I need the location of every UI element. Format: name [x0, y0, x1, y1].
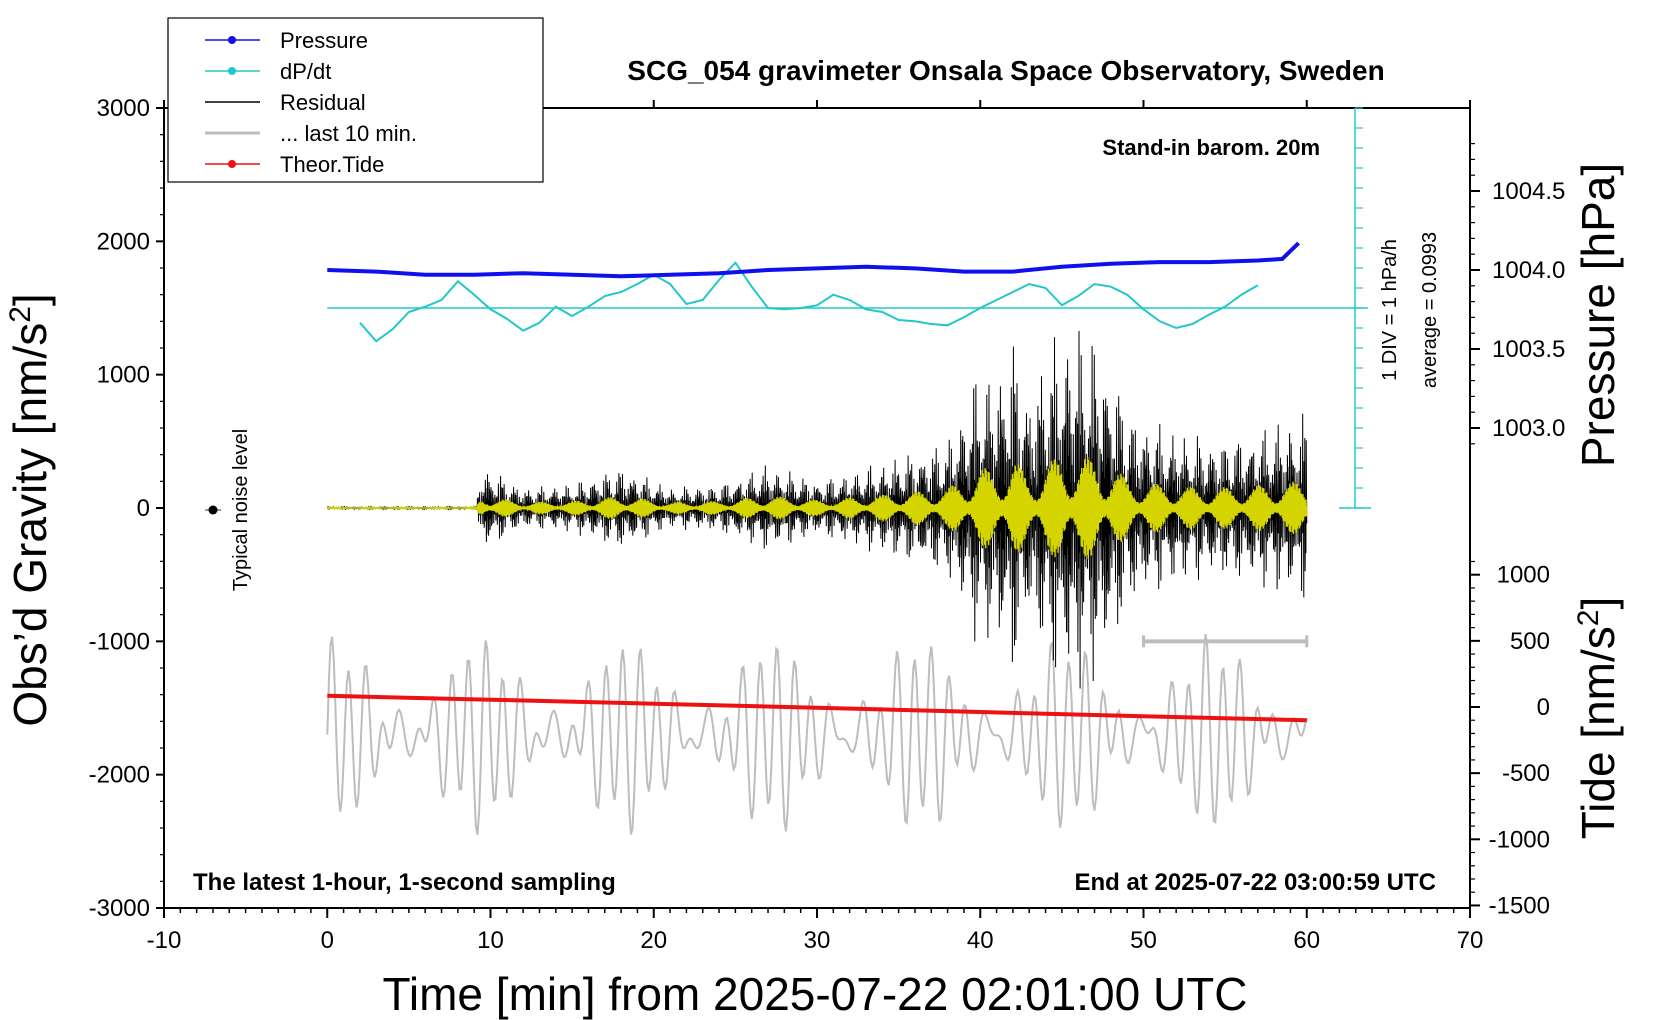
tide-tick-label: 500: [1510, 628, 1550, 655]
y-axis-label-left-main: Obs’d Gravity [nm/s: [4, 323, 56, 727]
legend-item: Pressure: [205, 28, 368, 53]
dpdt-trace: [359, 261, 1259, 343]
note-bottom-left: The latest 1-hour, 1-second sampling: [193, 869, 616, 896]
pressure-tick-label: 1004.5: [1492, 178, 1565, 205]
pressure-tick-label: 1003.5: [1492, 336, 1565, 363]
legend-item: ... last 10 min.: [205, 121, 417, 146]
chart-title: SCG_054 gravimeter Onsala Space Observat…: [627, 55, 1384, 86]
y-axis-label-left: Obs’d Gravity [nm/s2]: [4, 293, 56, 726]
x-tick-label: 70: [1457, 927, 1484, 954]
tide-trace: [327, 693, 1307, 723]
pressure-tick-label: 1004.0: [1492, 257, 1565, 284]
legend-label: ... last 10 min.: [280, 121, 417, 146]
tide-tick-label: 1000: [1497, 562, 1550, 589]
x-tick-label: 40: [967, 927, 994, 954]
legend-box: [167, 17, 544, 183]
x-tick-label: 30: [804, 927, 831, 954]
legend-item: dP/dt: [205, 59, 331, 84]
tide-tick-label: -1000: [1489, 826, 1550, 853]
y-axis-left-ticks: 3000 2000 1000 0 -1000 -2000 -3000: [89, 95, 164, 922]
x-tick-label: 10: [477, 927, 504, 954]
y-tick-label: 1000: [97, 362, 150, 389]
tide-tick-label: -500: [1502, 760, 1550, 787]
legend-label: Residual: [280, 90, 366, 115]
x-tick-label: 60: [1293, 927, 1320, 954]
x-tick-label: 20: [640, 927, 667, 954]
y-axis-label-left-close: ]: [4, 293, 56, 306]
legend-swatch-dot: [228, 160, 236, 168]
residual-filtered-trace: [326, 456, 1308, 560]
series-layer: [326, 241, 1309, 835]
y-axis-label-pressure: Pressure [hPa]: [1572, 163, 1624, 467]
x-axis-ticks: -10 0 10 20 30 40 50 60 70: [147, 100, 1484, 954]
last-10-min-trace: [326, 633, 1308, 835]
tide-tick-label: -1500: [1489, 892, 1550, 919]
y-axis-label-tide-close: ]: [1572, 597, 1624, 610]
dpdt-scale-axis: [327, 107, 1371, 509]
x-axis-label: Time [min] from 2025-07-22 02:01:00 UTC: [383, 968, 1248, 1020]
y-tick-label: -3000: [89, 895, 150, 922]
y-axis-label-tide-sup: 2: [1572, 610, 1605, 627]
dpdt-average-label: average = 0.0993: [1419, 232, 1441, 388]
x-tick-label: -10: [147, 927, 182, 954]
y-tick-label: 2000: [97, 228, 150, 255]
y-tick-label: 0: [137, 495, 150, 522]
legend-item: Theor.Tide: [205, 152, 384, 177]
y-axis-pressure-ticks: 1004.5 1004.0 1003.5 1003.0: [1470, 143, 1565, 445]
pressure-trace: [327, 241, 1300, 279]
y-tick-label: 3000: [97, 95, 150, 122]
y-tick-label: -1000: [89, 628, 150, 655]
y-tick-label: -2000: [89, 762, 150, 789]
note-bottom-right: End at 2025-07-22 03:00:59 UTC: [1075, 869, 1437, 896]
x-tick-label: 50: [1130, 927, 1157, 954]
y-axis-label-left-sup: 2: [4, 306, 37, 323]
legend-swatch-dot: [228, 36, 236, 44]
residual-trace: [326, 330, 1308, 689]
legend-label: Theor.Tide: [280, 152, 384, 177]
x-tick-label: 0: [321, 927, 334, 954]
dpdt-scale-label: 1 DIV = 1 hPa/h: [1379, 239, 1401, 381]
legend-swatch-dot: [228, 67, 236, 75]
y-axis-label-tide-main: Tide [nm/s: [1572, 626, 1624, 839]
legend-label: dP/dt: [280, 59, 331, 84]
legend-item: Residual: [205, 90, 366, 115]
note-top-right: Stand-in barom. 20m: [1102, 135, 1320, 160]
pressure-tick-label: 1003.0: [1492, 415, 1565, 442]
legend: Pressure dP/dt Residual ... last 10 min. The…: [167, 17, 544, 183]
noise-level-marker: [205, 505, 221, 515]
legend-label: Pressure: [280, 28, 368, 53]
noise-label: Typical noise level: [230, 429, 252, 591]
y-axis-tide-ticks: 1000 500 0 -500 -1000 -1500: [1470, 560, 1550, 919]
y-axis-label-tide: Tide [nm/s2]: [1572, 597, 1624, 840]
tide-tick-label: 0: [1537, 694, 1550, 721]
